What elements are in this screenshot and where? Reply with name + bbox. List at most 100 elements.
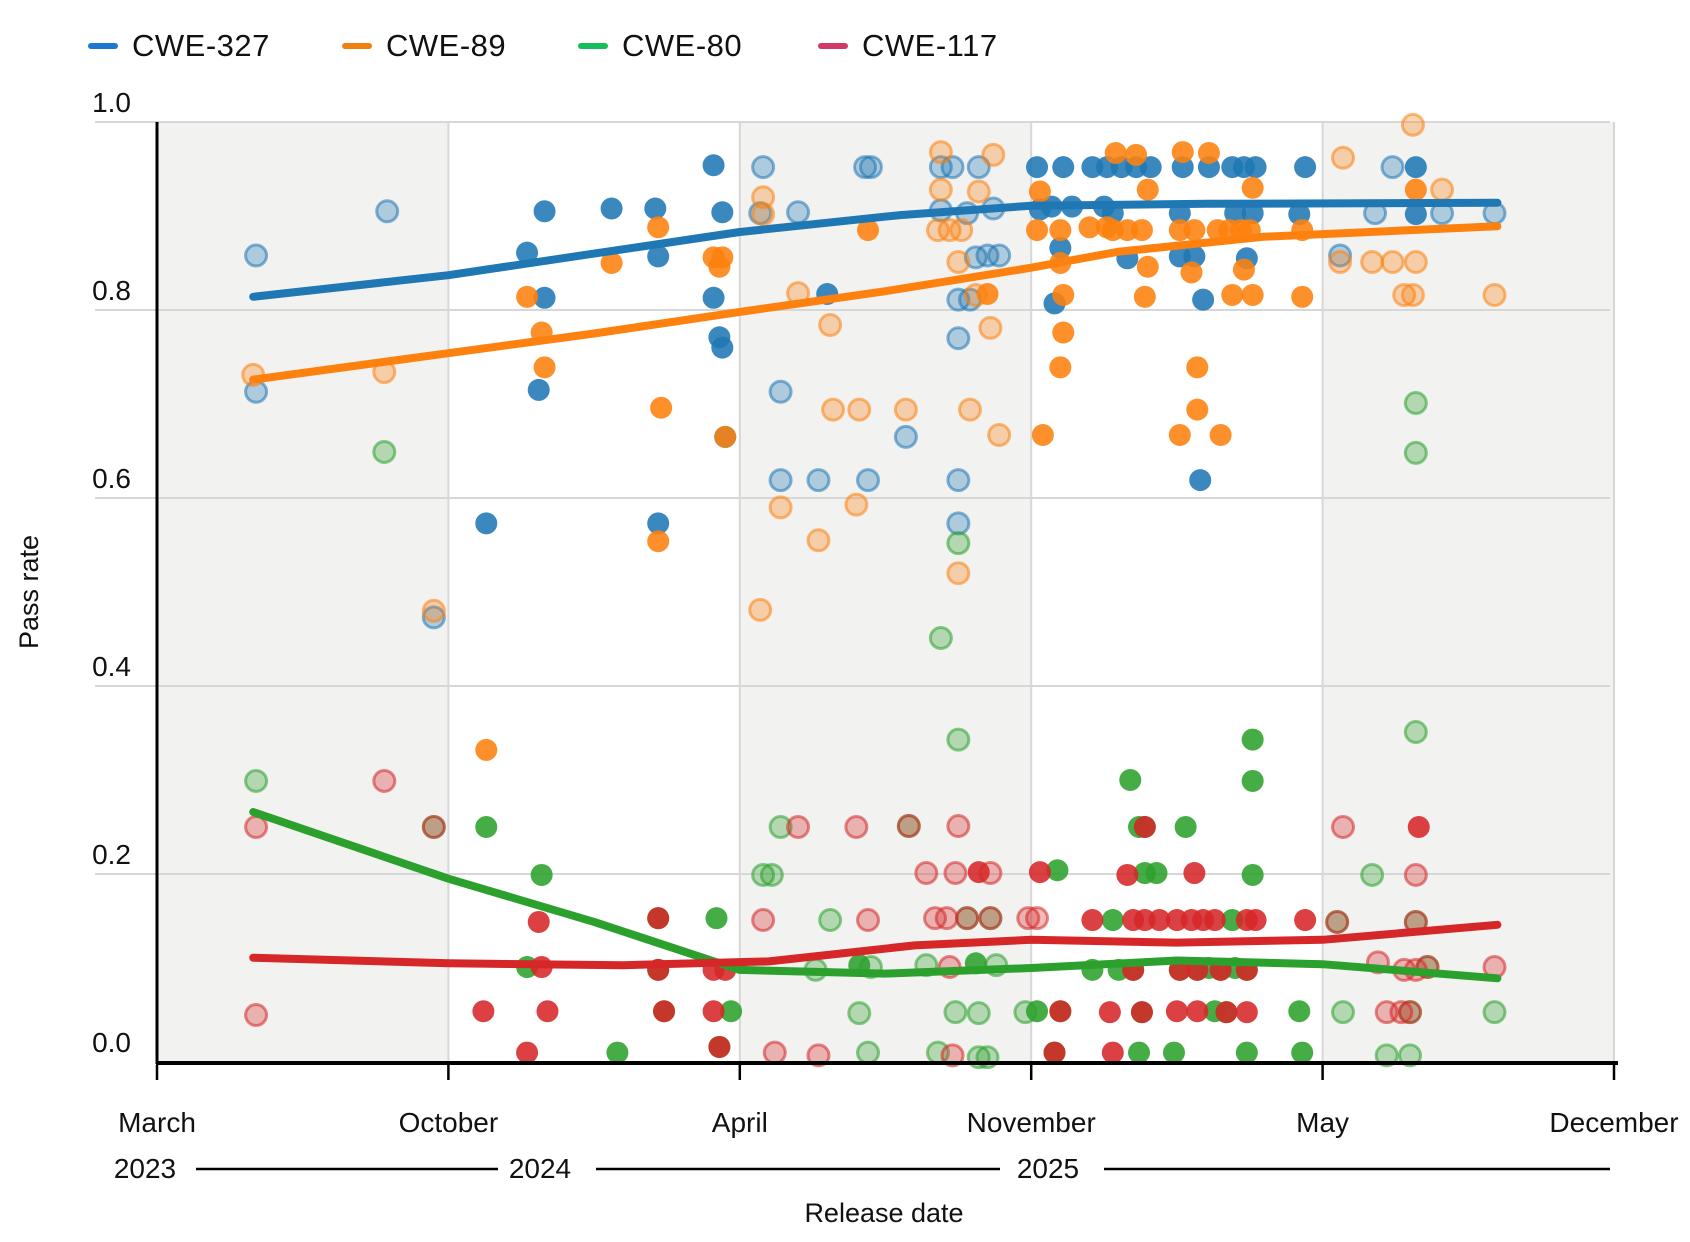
scatter-point-faded [806,468,831,493]
scatter-point-faded [943,1000,968,1025]
scatter-point-faded [928,140,953,165]
scatter-point [606,1041,629,1064]
scatter-point [1026,219,1049,242]
scatter-point [1119,769,1142,791]
scatter-point [1101,1041,1124,1064]
legend-item: CWE-117 [818,24,998,68]
scatter-point [600,252,623,274]
scatter-point-faded [806,1043,831,1068]
scatter-point [1244,156,1267,179]
x-tick-label: December [1549,1107,1678,1138]
scatter-point-faded [1325,909,1350,934]
legend-item: CWE-80 [578,24,742,68]
scatter-point [1235,1041,1258,1064]
scatter-point-faded [372,768,397,793]
scatter-point-faded [768,468,793,493]
scatter-point-faded [856,468,881,493]
scatter-point [1098,1001,1121,1024]
x-tick-label: November [967,1107,1096,1138]
legend-item: CWE-327 [88,24,270,68]
scatter-point [647,530,670,553]
scatter-point-faded [786,200,811,225]
scatter-point-faded [847,1001,872,1026]
scatter-point-faded [1392,282,1417,307]
scatter-point-faded [847,397,872,422]
scatter-point [1294,909,1317,932]
shaded-band [1322,122,1614,1062]
scatter-point [1189,469,1212,492]
scatter-point [1130,1001,1153,1024]
scatter-point [600,197,623,220]
scatter-point-faded [893,424,918,449]
axis-tick-labels: 0.0 0.2 0.4 0.6 0.8 1.0 March October April Novem… [92,87,1679,1184]
scatter-point [527,378,550,401]
scatter-point-faded [946,250,971,275]
scatter-point [1209,424,1232,447]
scatter-point [650,396,673,419]
scatter-point-faded [1360,250,1385,275]
scatter-point [714,425,737,448]
scatter-point-faded [966,1001,991,1026]
scatter-point [1052,283,1075,306]
trend-line [249,808,1502,983]
scatter-point-faded [1403,391,1428,416]
scatter-point-faded [949,218,974,243]
scatter-point-faded [943,861,968,886]
scatter-point-faded [786,815,811,839]
scatter-point-faded [759,862,784,887]
scatter-point [1241,863,1264,886]
scatter-point-faded [1482,282,1507,307]
scatter-point-faded [1360,862,1385,887]
scatter-point-faded [821,397,846,422]
scatter-point [702,154,725,177]
scatter-point-faded [1389,1000,1414,1025]
scatter-point [1148,909,1171,932]
x-tick-label: April [712,1107,768,1138]
scatter-point [1136,255,1159,278]
scatter-point [647,245,670,268]
scatter-point-faded [751,908,776,933]
legend-label: CWE-327 [132,28,270,63]
scatter-point-faded [978,315,1003,340]
scatter-point [1125,143,1148,166]
scatter-point-faded [768,495,793,520]
scatter-point-faded [748,597,773,622]
scatter-point [475,816,498,838]
scatter-point-faded [1430,177,1455,202]
scatter-point [1241,283,1264,306]
scatter-point [967,861,990,884]
scatter-point-faded [940,1043,965,1068]
scatter-point-faded [844,815,869,839]
scatter-point-faded [1328,243,1353,268]
scatter-point [857,219,880,242]
scatter-point [1171,156,1194,179]
scatter-point-faded [244,243,269,268]
y-tick-label: 0.2 [92,839,131,870]
scatter-point [1221,283,1244,306]
scatter-point [702,286,725,309]
scatter-point-faded [1380,155,1405,180]
scatter-point-faded [421,605,446,630]
scatter-point [647,512,670,535]
scatter-point [1241,176,1264,199]
x-tick-label: March [118,1107,196,1138]
year-label: 2023 [114,1153,176,1184]
scatter-point [516,1041,539,1064]
scatter-point [533,356,556,379]
scatter-point [708,1035,731,1058]
scatter-point-faded [1330,1000,1355,1025]
chart-legend: CWE-327 CWE-89 CWE-80 CWE-117 [0,24,1690,68]
scatter-point [1028,180,1051,203]
scatter-point-faded [375,199,400,224]
legend-dash-icon [342,43,372,49]
scatter-point [1404,203,1427,226]
year-label: 2024 [509,1153,571,1184]
scatter-point-faded [1328,250,1353,275]
scatter-point [527,910,550,933]
scatter-point-faded [1482,1000,1507,1025]
y-tick-label: 1.0 [92,87,131,118]
scatter-point [1133,285,1156,308]
scatter-point-faded [978,906,1003,931]
scatter-point-faded [946,814,971,839]
axes [155,122,1618,1080]
